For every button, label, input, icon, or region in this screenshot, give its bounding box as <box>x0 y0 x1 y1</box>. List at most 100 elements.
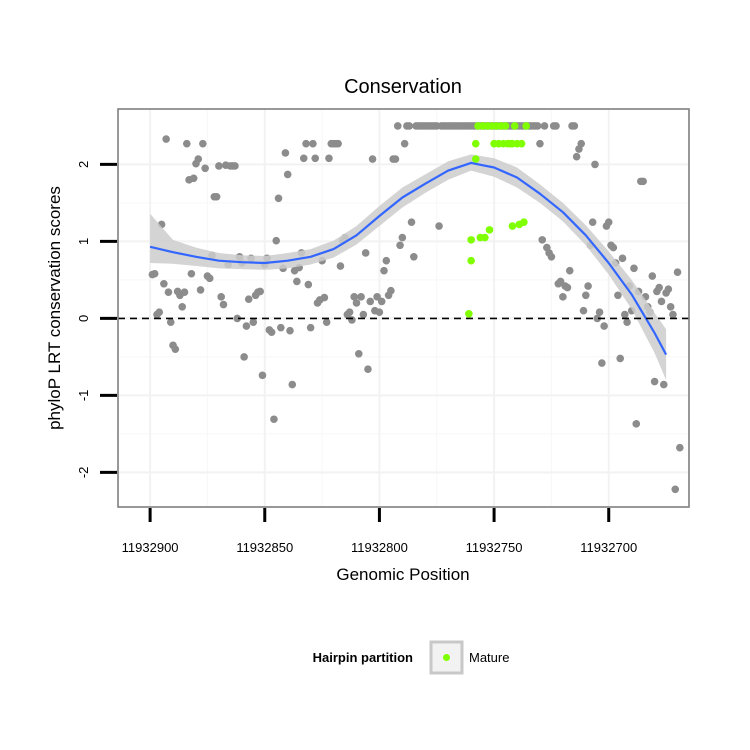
data-point <box>359 310 368 319</box>
data-point <box>196 286 205 294</box>
data-point <box>199 139 207 148</box>
mature-point <box>508 222 517 230</box>
x-axis-title: Genomic Position <box>336 565 469 584</box>
legend-title: Hairpin partition <box>313 650 413 665</box>
data-point <box>283 170 292 179</box>
y-tick-label: -1 <box>76 390 91 402</box>
smooth-line <box>149 161 668 356</box>
data-point <box>565 266 574 275</box>
data-point <box>623 318 631 327</box>
data-point <box>552 122 560 130</box>
data-point <box>258 371 267 380</box>
data-point <box>155 308 164 317</box>
data-point <box>322 318 331 327</box>
data-point <box>632 420 641 428</box>
data-point <box>595 308 604 317</box>
data-point <box>219 300 228 309</box>
data-point <box>396 241 404 250</box>
data-point <box>669 310 677 319</box>
data-point <box>180 288 189 297</box>
data-point <box>182 139 191 148</box>
data-point <box>150 269 159 278</box>
data-point <box>274 194 283 203</box>
data-point <box>618 254 627 263</box>
data-point <box>166 318 175 327</box>
data-point <box>588 218 597 226</box>
panel-border <box>117 108 690 508</box>
data-point <box>579 306 588 315</box>
y-tick-label: 1 <box>76 238 91 245</box>
data-point <box>540 122 549 130</box>
data-point <box>304 280 313 289</box>
mature-point <box>471 155 480 163</box>
x-tick-label: 11932900 <box>122 540 179 555</box>
data-point <box>584 282 592 290</box>
data-point <box>366 297 375 306</box>
data-point <box>244 295 253 303</box>
data-point <box>336 262 345 270</box>
legend-label-mature: Mature <box>469 650 509 665</box>
data-point <box>582 291 590 300</box>
data-point <box>614 291 622 300</box>
data-point <box>620 310 629 319</box>
data-point <box>205 274 214 283</box>
data-point <box>373 293 381 301</box>
data-point <box>676 443 684 452</box>
data-point <box>242 322 251 330</box>
data-point <box>639 177 647 186</box>
data-point <box>361 249 370 257</box>
legend: Hairpin partition Mature <box>313 640 509 675</box>
data-point <box>382 256 391 265</box>
mature-point <box>517 139 526 148</box>
data-point <box>591 160 599 169</box>
data-point <box>563 283 572 292</box>
data-point <box>400 139 409 148</box>
data-point <box>666 303 675 311</box>
data-point <box>391 155 400 163</box>
data-point <box>593 314 602 323</box>
data-point <box>435 222 443 230</box>
data-point <box>533 122 542 130</box>
mature-point <box>522 122 530 130</box>
data-point <box>357 293 365 301</box>
data-point <box>302 139 310 148</box>
data-point <box>536 139 544 148</box>
data-point <box>350 293 358 301</box>
data-point <box>405 122 414 130</box>
data-point <box>572 152 581 161</box>
data-point <box>293 277 301 286</box>
data-point <box>309 139 317 148</box>
data-point <box>215 162 223 170</box>
data-point <box>325 154 333 163</box>
x-tick-label: 11932750 <box>466 540 523 555</box>
data-point <box>650 377 659 386</box>
data-point <box>256 287 264 296</box>
data-point <box>407 218 416 226</box>
data-point <box>648 272 657 280</box>
data-point <box>187 269 196 278</box>
data-point <box>398 233 407 242</box>
data-point <box>664 285 673 293</box>
data-point <box>345 308 354 317</box>
data-point <box>277 323 285 332</box>
data-point <box>201 164 209 173</box>
data-point <box>659 380 668 389</box>
mature-point <box>520 218 528 226</box>
data-point <box>162 135 170 143</box>
data-point <box>616 354 625 363</box>
data-point <box>377 297 386 306</box>
data-point <box>212 192 221 201</box>
data-point <box>306 323 315 332</box>
chart-title: Conservation <box>344 76 462 98</box>
data-point <box>217 293 225 301</box>
data-point <box>272 236 281 245</box>
data-point <box>604 218 613 226</box>
data-point <box>194 155 203 163</box>
data-point <box>673 268 682 277</box>
x-axis: 11932900 11932850 11932800 11932750 11932700 <box>122 508 637 555</box>
data-point <box>249 318 258 327</box>
x-tick-label: 11932700 <box>580 540 637 555</box>
mature-point <box>465 309 473 318</box>
data-point <box>171 345 180 353</box>
